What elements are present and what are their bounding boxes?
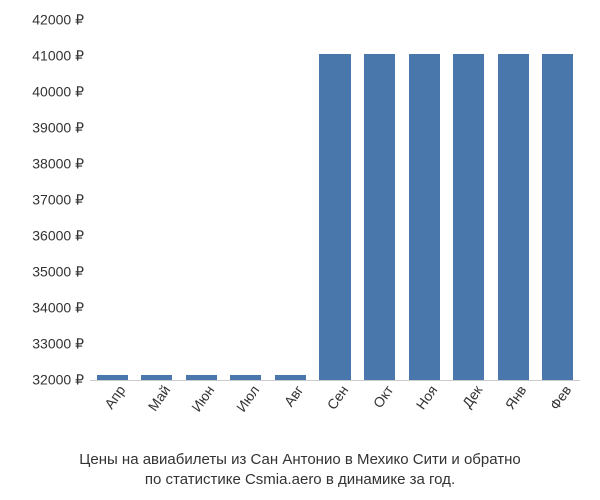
y-tick: 33000 ₽ [32,336,90,353]
bars-layer [90,20,580,380]
x-tick: Апр [98,380,129,412]
y-tick: 34000 ₽ [32,300,90,317]
x-tick: Окт [366,380,396,411]
bar [319,54,350,380]
bar [186,375,217,380]
y-tick: 36000 ₽ [32,228,90,245]
y-tick: 37000 ₽ [32,192,90,209]
price-chart: 32000 ₽ 33000 ₽ 34000 ₽ 35000 ₽ 36000 ₽ 37000… [0,0,600,500]
x-tick: Авг [278,380,307,409]
bar [275,375,306,380]
bar [364,54,395,380]
chart-caption: Цены на авиабилеты из Сан Антонио в Мехи… [0,450,600,491]
bar [498,54,529,380]
x-tick: Янв [499,380,530,412]
x-tick: Ноя [409,380,440,412]
bar [409,54,440,380]
plot-area: 32000 ₽33000 ₽34000 ₽35000 ₽36000 ₽37000… [90,20,580,381]
x-tick: Май [141,380,173,414]
x-tick: Сен [320,380,351,412]
bar [453,54,484,380]
x-tick: Июн [185,380,218,415]
x-tick: Июл [230,380,263,415]
y-tick: 39000 ₽ [32,120,90,137]
y-tick: 32000 ₽ [32,372,90,389]
caption-line-1: Цены на авиабилеты из Сан Антонио в Мехи… [79,451,521,468]
x-tick: Фев [543,380,574,413]
y-tick: 42000 ₽ [32,12,90,29]
y-tick: 35000 ₽ [32,264,90,281]
x-tick: Дек [455,380,485,411]
caption-line-2: по статистике Csmia.aero в динамике за г… [145,471,455,488]
y-tick: 40000 ₽ [32,84,90,101]
y-tick: 41000 ₽ [32,48,90,65]
bar [542,54,573,380]
y-tick: 38000 ₽ [32,156,90,173]
